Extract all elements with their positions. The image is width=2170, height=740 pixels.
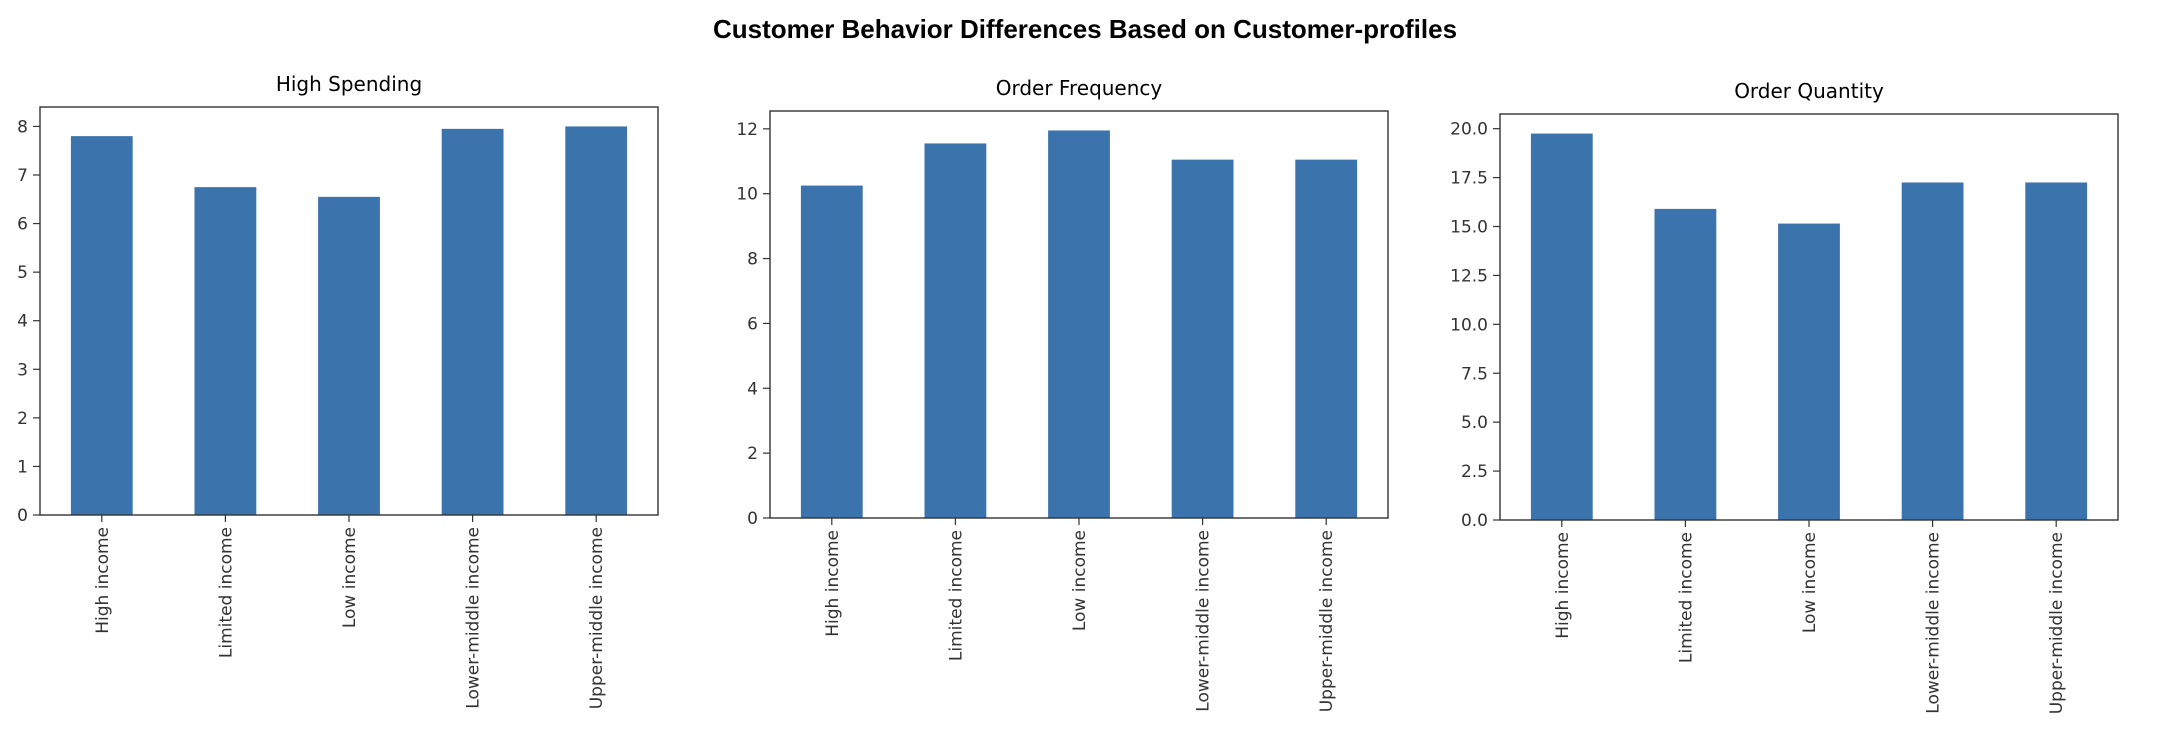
bar [1048,130,1110,518]
x-tick-label: High income [823,530,843,637]
x-tick-label: Limited income [1676,532,1696,663]
y-tick-label: 2.5 [1461,462,1488,482]
y-tick-label: 17.5 [1450,169,1488,189]
y-tick-label: 4 [17,312,28,332]
x-tick-label: Lower-middle income [464,527,484,709]
y-tick-label: 1 [17,457,28,477]
bar [1295,159,1358,518]
y-tick-label: 0 [17,506,28,526]
figure-title: Customer Behavior Differences Based on C… [712,14,1458,44]
y-tick-label: 3 [17,360,28,380]
x-tick-label: Limited income [946,530,966,661]
y-tick-label: 0.0 [1461,511,1488,531]
y-tick-label: 15.0 [1450,218,1488,238]
x-tick-label: Low income [1070,530,1090,631]
x-tick-label: Low income [340,527,360,628]
chart-panel-1: High Spending 0 1 2 3 4 5 6 7 8 High income Limited… [17,72,659,709]
y-tick-label: 8 [17,117,28,137]
x-tick-label: Upper-middle income [1317,530,1337,712]
chart-panel-3: Order Quantity 0.0 2.5 5.0 7.5 10.0 12.5 15.0 17… [1450,79,2119,714]
x-tick-label: Upper-middle income [2047,532,2067,714]
x-tick-label: High income [1553,532,1573,639]
y-tick-label: 10 [736,185,758,205]
bar [2025,182,2088,520]
y-tick-label: 5.0 [1461,413,1488,433]
x-tick-label: Upper-middle income [587,527,607,709]
y-tick-label: 2 [17,409,28,429]
bar [318,196,380,515]
bar [565,126,628,515]
bar [800,185,863,518]
bar [70,136,133,515]
y-tick-label: 6 [747,314,758,334]
bar [1654,208,1717,520]
bar [1171,159,1234,518]
chart-panel-2: Order Frequency 0 2 4 6 8 10 12 High income Limit… [736,76,1389,712]
y-tick-label: 12.5 [1450,266,1488,286]
subplot-title: High Spending [276,72,422,96]
bar [1778,223,1840,520]
y-tick-label: 12 [736,120,758,140]
y-tick-label: 7 [17,166,28,186]
y-tick-label: 20.0 [1450,120,1488,140]
y-tick-label: 6 [17,215,28,235]
bar [1901,182,1964,520]
y-tick-label: 5 [17,263,28,283]
subplot-title: Order Frequency [996,76,1163,100]
y-tick-label: 7.5 [1461,364,1488,384]
x-tick-label: Low income [1800,532,1820,633]
x-tick-label: High income [93,527,113,634]
y-tick-label: 10.0 [1450,315,1488,335]
bar [194,187,257,515]
bar [441,128,504,515]
y-tick-label: 4 [747,379,758,399]
x-tick-label: Limited income [216,527,236,658]
y-tick-label: 8 [747,250,758,270]
y-tick-label: 0 [747,509,758,529]
x-tick-label: Lower-middle income [1194,530,1214,712]
y-tick-label: 2 [747,444,758,464]
subplot-title: Order Quantity [1734,79,1884,103]
bar [924,143,987,518]
x-tick-label: Lower-middle income [1924,532,1944,714]
bar [1530,133,1593,520]
